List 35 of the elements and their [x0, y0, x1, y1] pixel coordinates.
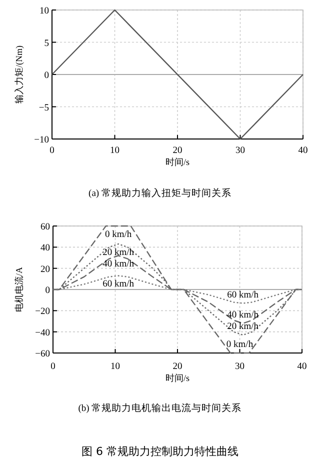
x-tick-label: 20 [172, 146, 182, 156]
x-tick-label: 40 [298, 146, 308, 156]
x-tick-label: 30 [235, 362, 245, 372]
y-tick-label: 40 [40, 244, 50, 254]
y-axis-title: 输入力矩/(Nm) [14, 46, 24, 104]
series-label: 20 km/h [102, 248, 134, 258]
x-tick-label: 20 [172, 362, 182, 372]
y-tick-label: −20 [35, 307, 50, 318]
y-tick-label: 0 [44, 71, 50, 81]
x-tick-label: 40 [297, 362, 307, 372]
text: 60 km/h [102, 280, 134, 290]
text: (a) 常规助力输入扭矩与时间关系 [88, 187, 232, 199]
text: 0 km/h [226, 340, 254, 350]
y-tick-label: −5 [38, 103, 50, 114]
y-tick-label: −40 [35, 328, 50, 338]
caption: 图 6 常规助力控制助力特性曲线 [82, 445, 238, 458]
series-label: 0 km/h [105, 230, 132, 240]
y-tick-label: 10 [40, 6, 50, 16]
x-tick-label: 10 [110, 146, 120, 156]
y-tick-label: 0 [45, 286, 50, 296]
text: (b) 常规助力电机输出电流与时间关系 [78, 402, 242, 414]
series-label: 40 km/h [227, 310, 259, 320]
x-axis-title: 时间/s [165, 157, 190, 167]
y-tick-label: 20 [40, 264, 50, 275]
x-tick-label: 30 [236, 146, 246, 156]
y-tick-label: −10 [34, 136, 50, 146]
x-tick-label: 10 [110, 362, 120, 372]
series-label: 60 km/h [227, 290, 259, 300]
y-tick-label: 5 [44, 38, 50, 49]
y-axis-title: 电机电流/A [14, 266, 24, 312]
text: 20 km/h [227, 322, 259, 332]
text: 40 km/h [102, 260, 134, 270]
y-tick-label: 60 [40, 222, 50, 232]
y-tick-label: −60 [35, 350, 50, 360]
x-axis-title: 时间/s [165, 373, 190, 383]
